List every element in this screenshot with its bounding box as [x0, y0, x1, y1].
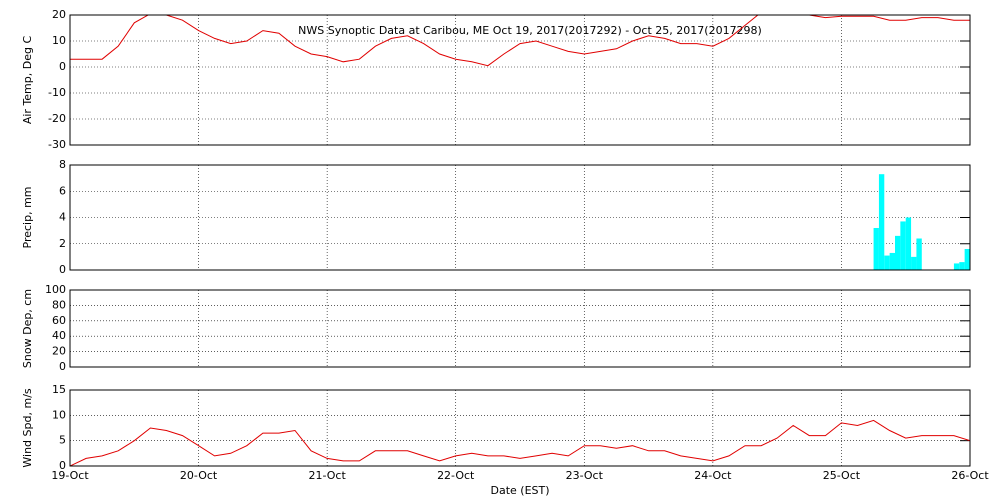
plot-area	[70, 419, 970, 466]
x-tick-label: 20-Oct	[180, 469, 218, 482]
x-tick-label: 22-Oct	[437, 469, 475, 482]
y-tick-label: 40	[52, 329, 66, 342]
x-tick-label: 19-Oct	[51, 469, 89, 482]
y-tick-label: 8	[59, 158, 66, 171]
y-axis-label: Wind Spd, m/s	[21, 388, 34, 468]
y-tick-label: 6	[59, 184, 66, 197]
y-tick-label: 60	[52, 314, 66, 327]
y-tick-label: 10	[52, 408, 66, 421]
y-axis-label: Precip, mm	[21, 187, 34, 249]
bar	[959, 262, 965, 270]
y-tick-label: -10	[48, 86, 66, 99]
x-tick-label: 23-Oct	[566, 469, 604, 482]
plot-area	[873, 174, 970, 270]
plot-frame	[69, 164, 971, 271]
x-tick-label: 26-Oct	[951, 469, 989, 482]
y-tick-label: 2	[59, 237, 66, 250]
bar	[905, 217, 912, 270]
y-axis-label: Air Temp, Deg C	[21, 36, 34, 125]
y-tick-label: 0	[59, 263, 66, 276]
x-tick-label: 25-Oct	[823, 469, 861, 482]
bar	[884, 255, 890, 270]
bar	[964, 249, 970, 270]
y-axis-label: Snow Dep, cm	[21, 289, 34, 368]
y-tick-label: 80	[52, 298, 66, 311]
y-tick-label: 20	[52, 8, 66, 21]
plot-frame	[69, 389, 971, 467]
y-tick-label: -30	[48, 138, 66, 151]
bar	[878, 174, 885, 270]
plot-frame	[69, 289, 971, 368]
y-tick-label: 15	[52, 383, 66, 396]
x-tick-label: 21-Oct	[308, 469, 346, 482]
bar	[889, 252, 895, 270]
x-tick-label: 24-Oct	[694, 469, 732, 482]
bar	[900, 221, 906, 270]
y-tick-label: 20	[52, 345, 66, 358]
bar	[953, 263, 960, 270]
y-tick-label: 5	[59, 434, 66, 447]
y-tick-label: 10	[52, 34, 66, 47]
chart-title: NWS Synoptic Data at Caribou, ME Oct 19,…	[298, 24, 762, 37]
y-tick-label: 4	[59, 211, 66, 224]
y-tick-label: 0	[59, 459, 66, 472]
plot-frame	[69, 14, 971, 146]
bar	[873, 228, 879, 270]
y-tick-label: 0	[59, 360, 66, 373]
bar	[911, 256, 917, 270]
x-axis-label: Date (EST)	[490, 484, 549, 497]
y-tick-label: 0	[59, 60, 66, 73]
bar	[895, 235, 901, 270]
bar	[916, 238, 922, 270]
plot-area	[70, 15, 970, 67]
line	[70, 419, 970, 466]
y-tick-label: 100	[45, 283, 66, 296]
line	[70, 15, 970, 67]
y-tick-label: -20	[48, 112, 66, 125]
